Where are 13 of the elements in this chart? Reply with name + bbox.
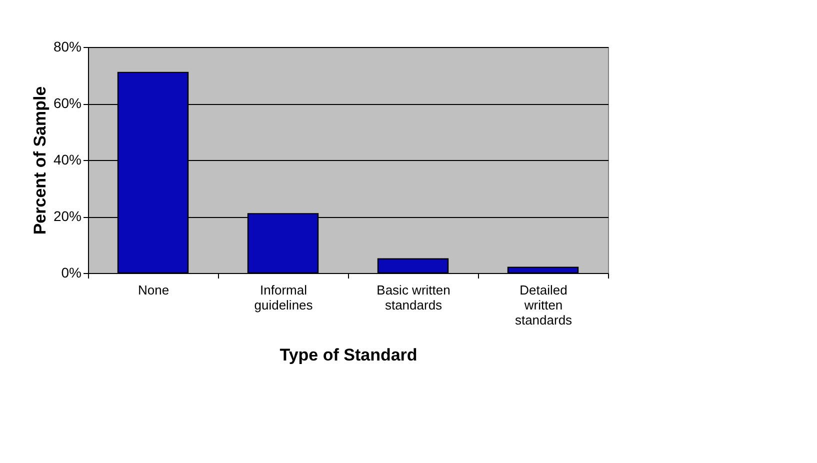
y-tick-label: 0% xyxy=(61,264,82,280)
y-tick-label: 20% xyxy=(53,208,82,224)
y-tick-label: 60% xyxy=(53,95,82,111)
x-tick-label: Informal guidelines xyxy=(254,282,314,312)
bar xyxy=(377,258,449,274)
y-tick-label: 80% xyxy=(53,38,82,54)
x-axis-title: Type of Standard xyxy=(280,346,418,364)
bar xyxy=(507,266,579,274)
x-tick-label: Detailed written standards xyxy=(514,282,573,328)
x-tick-label: Basic written standards xyxy=(376,282,450,312)
y-tick-label: 40% xyxy=(53,152,82,168)
y-axis-title: Percent of Sample xyxy=(30,86,50,235)
x-tick-label: None xyxy=(138,282,170,298)
